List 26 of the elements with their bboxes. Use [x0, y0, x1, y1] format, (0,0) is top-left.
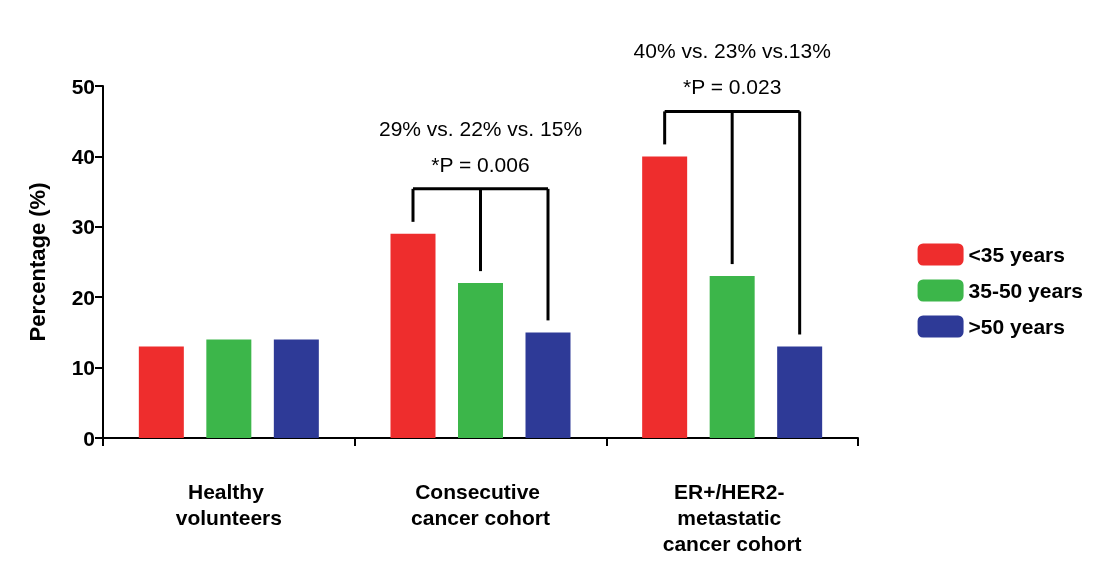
x-tick-label: ER+/HER2- metastatic cancer cohort: [662, 479, 802, 555]
text: 40% vs. 23% vs.13%: [633, 39, 831, 63]
bar: [709, 276, 755, 438]
bar: [458, 283, 503, 438]
bar: [273, 339, 319, 438]
x-tick-label: Healthy volunteers: [175, 479, 282, 529]
bar: [777, 346, 823, 438]
legend-label: 35-50 years: [968, 279, 1083, 302]
bar: [390, 233, 436, 438]
y-axis-title: Percentage (%): [24, 182, 50, 342]
bar: [206, 339, 252, 438]
annotation: 29% vs. 22% vs. 15%: [378, 116, 583, 140]
legend-label: <35 years: [968, 243, 1065, 266]
annotation: *P = 0.006: [431, 152, 530, 176]
bar: [525, 332, 571, 438]
x-tick-label: Consecutive cancer cohort: [411, 479, 550, 529]
y-tick-label: 20: [71, 285, 95, 309]
y-tick-label: 0: [83, 426, 95, 450]
bar: [642, 156, 688, 438]
y-tick-label: 50: [71, 74, 95, 98]
annotation: *P = 0.023: [683, 75, 782, 99]
bar: [138, 346, 184, 438]
y-tick-label: 10: [71, 356, 95, 380]
y-tick-label: 30: [71, 215, 95, 239]
legend-label: >50 years: [968, 315, 1065, 338]
y-tick-label: 40: [71, 144, 95, 168]
